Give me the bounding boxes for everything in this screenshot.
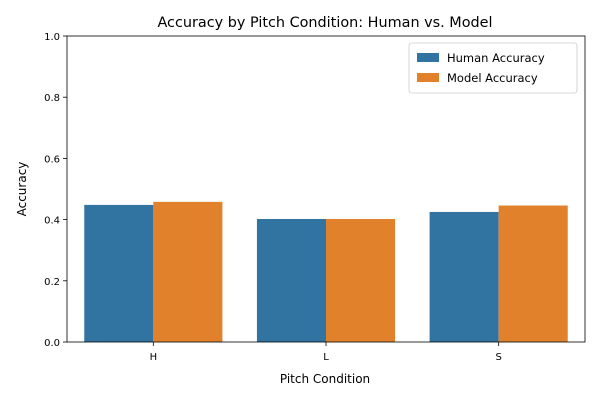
x-axis-label: Pitch Condition (280, 372, 370, 386)
bar-model-accuracy-s (499, 206, 568, 342)
y-axis-label: Accuracy (15, 162, 29, 217)
legend-swatch (417, 73, 439, 82)
bar-model-accuracy-h (153, 202, 222, 342)
chart-title: Accuracy by Pitch Condition: Human vs. M… (157, 15, 492, 31)
y-tick-label: 0.4 (44, 216, 60, 227)
x-tick-label-l: L (323, 352, 329, 363)
legend-label: Model Accuracy (447, 71, 538, 85)
y-tick-label: 0.6 (44, 154, 60, 165)
x-tick-label-h: H (150, 352, 158, 363)
bar-human-accuracy-h (84, 205, 153, 342)
legend-swatch (417, 53, 439, 62)
legend-label: Human Accuracy (447, 51, 545, 65)
y-tick-label: 1.0 (44, 32, 60, 43)
y-tick-label: 0.2 (44, 277, 60, 288)
x-tick-label-s: S (495, 352, 501, 363)
bar-human-accuracy-l (257, 219, 326, 342)
bar-human-accuracy-s (430, 212, 499, 342)
y-tick-label: 0.8 (44, 93, 60, 104)
bar-model-accuracy-l (326, 219, 395, 342)
y-tick-label: 0.0 (44, 338, 60, 349)
